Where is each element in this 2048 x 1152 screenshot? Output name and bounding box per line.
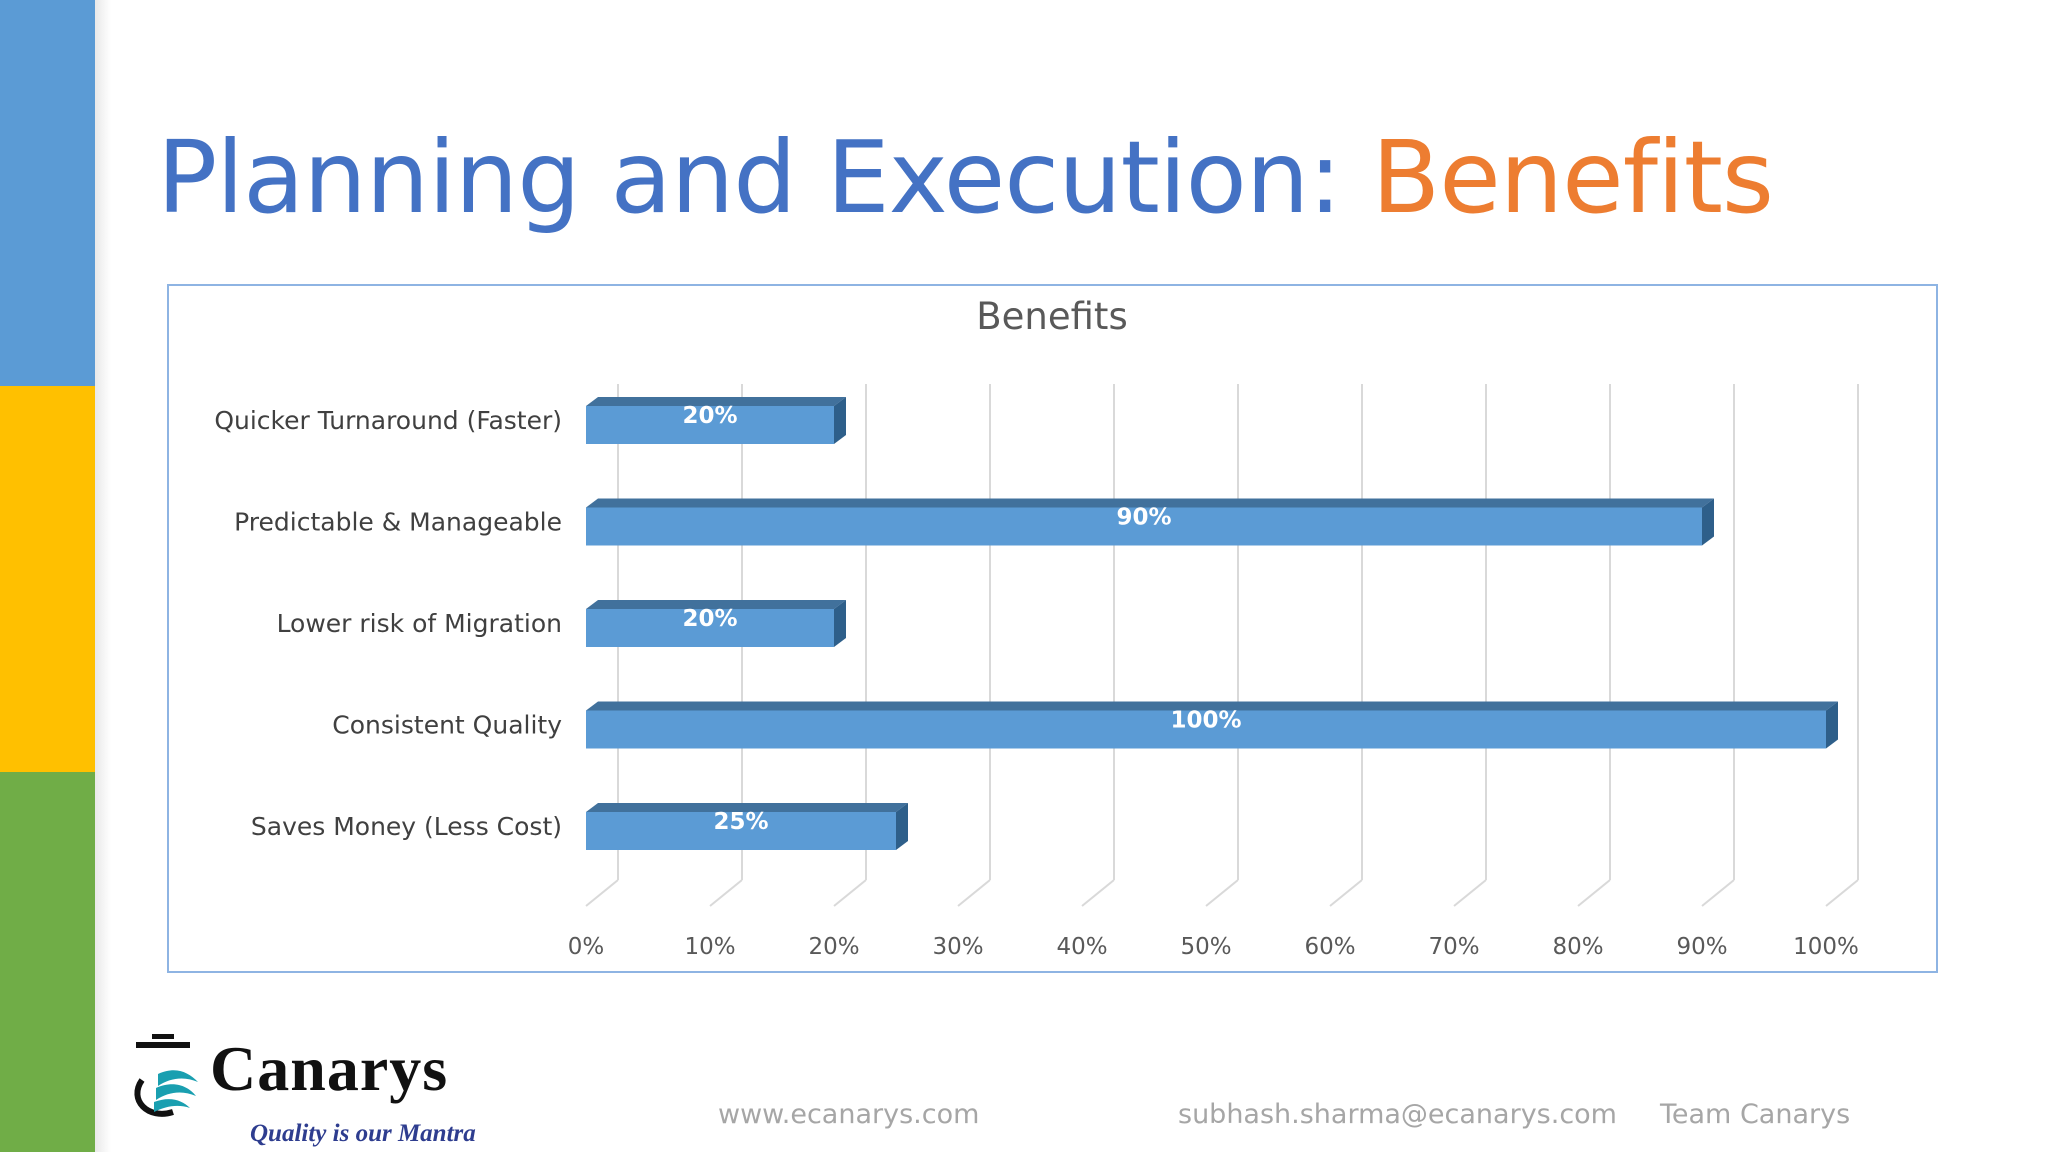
bar-top: [586, 600, 846, 609]
x-tick-label: 90%: [1676, 934, 1727, 960]
floor-gridline: [957, 879, 991, 907]
x-tick-label: 10%: [684, 934, 735, 960]
floor-gridline: [1081, 879, 1115, 907]
category-label: Quicker Turnaround (Faster): [214, 406, 562, 435]
strip-shadow: [95, 0, 111, 1152]
chart-frame: Benefits 0% 10% 20% 30% 40% 50% 60% 70% 80% 90% 100…: [167, 284, 1938, 973]
bar-side: [1826, 701, 1838, 749]
canary-bird-icon: [134, 1034, 198, 1117]
x-tick-label: 80%: [1552, 934, 1603, 960]
bar: [586, 812, 896, 850]
x-tick-label: 60%: [1304, 934, 1355, 960]
bar: [586, 507, 1702, 546]
bar: [586, 710, 1826, 749]
floor-gridline: [1577, 879, 1611, 907]
x-tick-label: 30%: [932, 934, 983, 960]
bar-data-label: 20%: [682, 606, 737, 632]
bar-top: [586, 498, 1714, 508]
x-tick-label: 50%: [1180, 934, 1231, 960]
category-label: Saves Money (Less Cost): [251, 812, 562, 841]
bar-side: [1702, 498, 1714, 546]
x-tick-label: 40%: [1056, 934, 1107, 960]
floor-gridline: [833, 879, 867, 907]
category-label: Consistent Quality: [332, 711, 562, 740]
bar-top: [586, 397, 846, 406]
logo-name: Canarys: [210, 1033, 449, 1104]
footer-team: Team Canarys: [1660, 1099, 1851, 1130]
x-tick-label: 20%: [808, 934, 859, 960]
bar-data-label: 100%: [1170, 708, 1241, 734]
bar-top: [586, 701, 1838, 711]
accent-strip-blue: [0, 0, 95, 386]
footer-email[interactable]: subhash.sharma@ecanarys.com: [1178, 1099, 1617, 1130]
bar-side: [896, 803, 908, 850]
chart-title: Benefits: [976, 295, 1127, 338]
floor-gridline: [1453, 879, 1487, 907]
bar-top: [586, 803, 908, 812]
accent-strip-yellow: [0, 386, 95, 772]
floor-gridline: [585, 879, 619, 907]
title-accent: Benefits: [1371, 119, 1774, 236]
bar: [586, 609, 834, 647]
logo-tagline: Quality is our Mantra: [250, 1120, 476, 1147]
category-label: Predictable & Manageable: [234, 508, 562, 537]
floor-gridline: [1205, 879, 1239, 907]
floor-gridline: [1329, 879, 1363, 907]
x-tick-label: 100%: [1793, 934, 1859, 960]
floor-gridline: [1701, 879, 1735, 907]
accent-strip-green: [0, 772, 95, 1152]
bar: [586, 406, 834, 444]
floor-gridline: [709, 879, 743, 907]
slide-title: Planning and Execution: Benefits: [157, 118, 1774, 238]
canarys-logo: Canarys Quality is our Mantra: [118, 1030, 508, 1152]
bar-data-label: 90%: [1116, 505, 1171, 531]
floor-gridline: [1825, 879, 1859, 907]
footer-website[interactable]: www.ecanarys.com: [718, 1099, 980, 1130]
bar-data-label: 20%: [682, 403, 737, 429]
bar-side: [834, 600, 846, 647]
bar-data-label: 25%: [713, 809, 768, 835]
category-label: Lower risk of Migration: [277, 609, 562, 638]
x-tick-label: 0%: [568, 934, 605, 960]
x-tick-label: 70%: [1428, 934, 1479, 960]
benefits-chart: Benefits 0% 10% 20% 30% 40% 50% 60% 70% 80% 90% 100…: [214, 295, 1859, 960]
bar-side: [834, 397, 846, 444]
title-main: Planning and Execution:: [157, 119, 1372, 236]
